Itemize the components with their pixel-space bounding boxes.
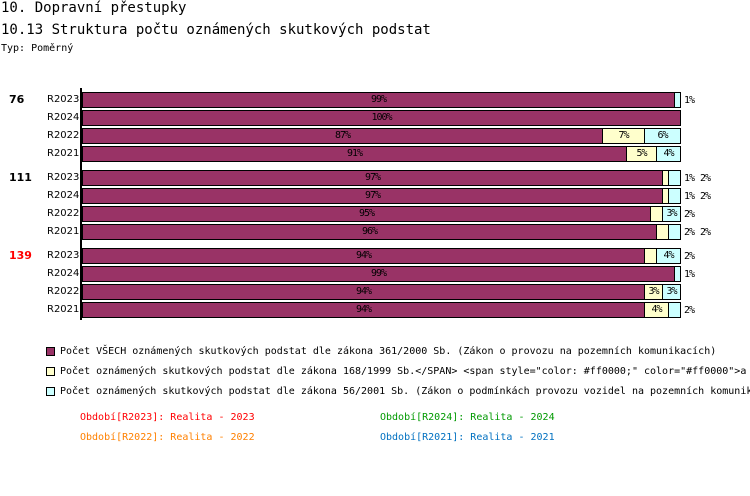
row-label: R2022 [47, 286, 80, 297]
bar-segment-label: 1% [684, 95, 695, 106]
bar-segment: 99% [82, 92, 675, 108]
bar-segment [668, 224, 681, 240]
chart-subtitle: 10.13 Struktura počtu oznámených skutkov… [1, 22, 431, 38]
bar-segment: 4% [656, 146, 681, 162]
bar-segment-label: 2% [684, 227, 695, 238]
bar-segment: 3% [662, 284, 681, 300]
bar-segment [668, 170, 681, 186]
bar-segment: 97% [82, 188, 663, 204]
bar-segment-label: 1% [684, 191, 695, 202]
row-label: R2021 [47, 226, 80, 237]
bar-segment: 99% [82, 266, 675, 282]
bar-segment-label: 1% [684, 269, 695, 280]
bar-segment: 6% [644, 128, 681, 144]
group-label: 111 [9, 171, 32, 184]
bar-segment-label: 2% [700, 227, 711, 238]
row-label: R2023 [47, 94, 80, 105]
period-label: Období[R2021]: Realita - 2021 [380, 432, 555, 443]
bar-segment [674, 92, 681, 108]
row-label: R2024 [47, 112, 80, 123]
type-label: Typ: Poměrný [1, 43, 74, 54]
row-label: R2023 [47, 250, 80, 261]
legend-swatch [46, 386, 55, 396]
row-label: R2024 [47, 190, 80, 201]
row-label: R2024 [47, 268, 80, 279]
legend-item: Počet VŠECH oznámených skutkových podsta… [46, 346, 716, 357]
bar-segment: 95% [82, 206, 651, 222]
bar-segment: 5% [626, 146, 657, 162]
bar-segment-label: 2% [684, 209, 695, 220]
bar-segment-label: 1% [684, 173, 695, 184]
bar-segment [668, 302, 681, 318]
legend-label: Počet VŠECH oznámených skutkových podsta… [60, 346, 717, 357]
bar-segment: 87% [82, 128, 603, 144]
period-label: Období[R2022]: Realita - 2022 [80, 432, 255, 443]
bar-segment: 97% [82, 170, 663, 186]
bar-segment: 94% [82, 302, 645, 318]
bar-segment: 100% [82, 110, 681, 126]
bar-segment [674, 266, 681, 282]
legend-label: Počet oznámených skutkových podstat dle … [60, 386, 750, 397]
row-label: R2021 [47, 148, 80, 159]
bar-chart: 76 R2023 99% 1% R2024 100% R2022 87% 7% 6% R2021 91… [9, 88, 750, 443]
period-label: Období[R2023]: Realita - 2023 [80, 412, 255, 423]
bar-segment [668, 188, 681, 204]
bar-segment: 4% [644, 302, 669, 318]
legend-item: Počet oznámených skutkových podstat dle … [46, 366, 746, 377]
group-label: 139 [9, 249, 32, 262]
bar-segment-label: 2% [684, 251, 695, 262]
bar-segment: 91% [82, 146, 627, 162]
bar-segment: 96% [82, 224, 657, 240]
bar-segment-label: 2% [684, 305, 695, 316]
bar-segment: 94% [82, 284, 645, 300]
bar-segment: 3% [644, 284, 663, 300]
bar-segment: 4% [656, 248, 681, 264]
period-label: Období[R2024]: Realita - 2024 [380, 412, 555, 423]
row-label: R2022 [47, 208, 80, 219]
legend-item: Počet oznámených skutkových podstat dle … [46, 386, 750, 397]
y-axis-line [80, 88, 82, 320]
legend-swatch [46, 366, 55, 376]
group-label: 76 [9, 93, 25, 106]
bar-segment-label: 2% [700, 173, 711, 184]
bar-segment: 7% [602, 128, 645, 144]
legend-label: Počet oznámených skutkových podstat dle … [60, 366, 747, 377]
legend-swatch [46, 346, 55, 356]
row-label: R2022 [47, 130, 80, 141]
page-title: 10. Dopravní přestupky [1, 0, 187, 16]
bar-segment: 94% [82, 248, 645, 264]
row-label: R2021 [47, 304, 80, 315]
bar-segment: 3% [662, 206, 681, 222]
row-label: R2023 [47, 172, 80, 183]
bar-segment-label: 2% [700, 191, 711, 202]
